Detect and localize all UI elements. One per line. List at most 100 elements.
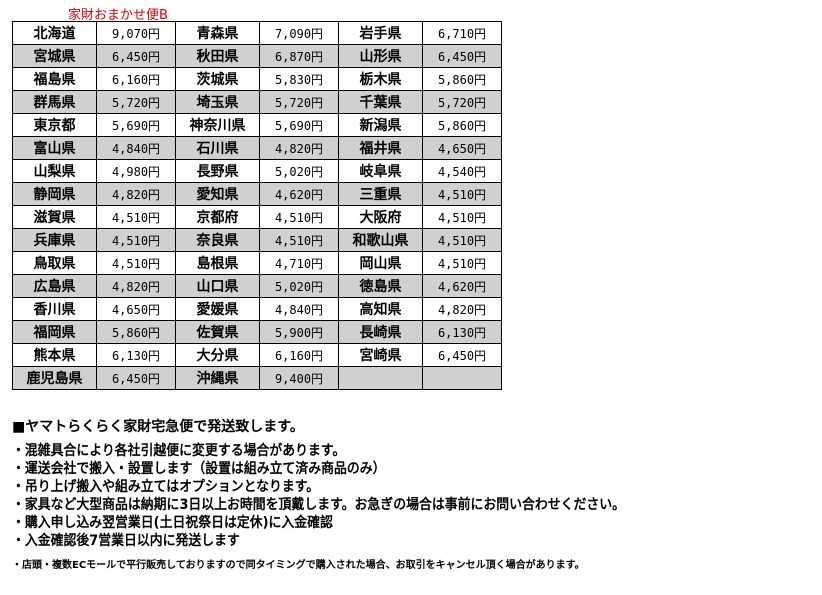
price-cell: 6,710円: [422, 21, 502, 45]
note-item: ・吊り上げ搬入や組み立てはオプションとなります。: [12, 479, 320, 495]
shipping-rate-table: 北海道 9,070円 青森県 7,090円 岩手県 6,710円 宮城県 6,450円 秋田県 6…: [12, 21, 502, 390]
prefecture-cell: 大分県: [175, 343, 260, 367]
prefecture-cell: 宮城県: [12, 44, 97, 68]
prefecture-cell: 神奈川県: [175, 113, 260, 137]
prefecture-cell: 徳島県: [338, 274, 423, 298]
note-item: ・購入申し込み翌営業日(土日祝祭日は定休)に入金確認: [12, 515, 333, 531]
prefecture-cell: 岐阜県: [338, 159, 423, 183]
prefecture-cell: 岩手県: [338, 21, 423, 45]
table-row: 宮城県 6,450円 秋田県 6,870円 山形県 6,450円: [12, 44, 502, 68]
price-cell: 6,870円: [259, 44, 339, 68]
prefecture-cell: 栃木県: [338, 67, 423, 91]
price-cell: 4,510円: [96, 228, 176, 252]
price-cell: 6,450円: [96, 366, 176, 390]
table-row: 富山県 4,840円 石川県 4,820円 福井県 4,650円: [12, 136, 502, 160]
table-row: 熊本県 6,130円 大分県 6,160円 宮崎県 6,450円: [12, 343, 502, 367]
table-row: 香川県 4,650円 愛媛県 4,840円 高知県 4,820円: [12, 297, 502, 321]
prefecture-cell: 千葉県: [338, 90, 423, 114]
prefecture-cell: 島根県: [175, 251, 260, 275]
price-cell: 4,620円: [259, 182, 339, 206]
table-row: 滋賀県 4,510円 京都府 4,510円 大阪府 4,510円: [12, 205, 502, 229]
table-row: 鳥取県 4,510円 島根県 4,710円 岡山県 4,510円: [12, 251, 502, 275]
price-cell: 5,690円: [96, 113, 176, 137]
table-row: 福島県 6,160円 茨城県 5,830円 栃木県 5,860円: [12, 67, 502, 91]
price-cell: 4,820円: [96, 182, 176, 206]
price-cell: 4,510円: [96, 251, 176, 275]
prefecture-cell: 佐賀県: [175, 320, 260, 344]
prefecture-cell: 福島県: [12, 67, 97, 91]
price-cell: 5,860円: [422, 113, 502, 137]
prefecture-cell: 熊本県: [12, 343, 97, 367]
note-item: ・家具など大型商品は納期に3日以上お時間を頂戴します。お急ぎの場合は事前にお問い…: [12, 497, 626, 513]
prefecture-cell: 東京都: [12, 113, 97, 137]
price-cell: 5,690円: [259, 113, 339, 137]
prefecture-cell: 福井県: [338, 136, 423, 160]
prefecture-cell: 秋田県: [175, 44, 260, 68]
prefecture-cell: 静岡県: [12, 182, 97, 206]
price-cell: 5,860円: [422, 67, 502, 91]
price-cell: 5,720円: [259, 90, 339, 114]
prefecture-cell: 愛媛県: [175, 297, 260, 321]
prefecture-cell: 埼玉県: [175, 90, 260, 114]
price-cell: 4,840円: [96, 136, 176, 160]
price-cell: 4,820円: [259, 136, 339, 160]
prefecture-cell: 山口県: [175, 274, 260, 298]
price-cell: 5,720円: [96, 90, 176, 114]
prefecture-cell: 宮崎県: [338, 343, 423, 367]
prefecture-cell: 山形県: [338, 44, 423, 68]
prefecture-cell: 福岡県: [12, 320, 97, 344]
prefecture-cell: [338, 366, 423, 390]
table-row: 兵庫県 4,510円 奈良県 4,510円 和歌山県 4,510円: [12, 228, 502, 252]
price-cell: 4,620円: [422, 274, 502, 298]
shipping-notes: ■ヤマトらくらく家財宅急便で発送致します。 ・混雑具合により各社引越便に変更する…: [12, 416, 678, 571]
prefecture-cell: 愛知県: [175, 182, 260, 206]
price-cell: 4,510円: [422, 182, 502, 206]
price-cell: 6,130円: [96, 343, 176, 367]
prefecture-cell: 大阪府: [338, 205, 423, 229]
prefecture-cell: 兵庫県: [12, 228, 97, 252]
price-cell: 5,830円: [259, 67, 339, 91]
prefecture-cell: 富山県: [12, 136, 97, 160]
table-row: 北海道 9,070円 青森県 7,090円 岩手県 6,710円: [12, 21, 502, 45]
prefecture-cell: 青森県: [175, 21, 260, 45]
prefecture-cell: 北海道: [12, 21, 97, 45]
prefecture-cell: 京都府: [175, 205, 260, 229]
table-row: 福岡県 5,860円 佐賀県 5,900円 長崎県 6,130円: [12, 320, 502, 344]
prefecture-cell: 長野県: [175, 159, 260, 183]
prefecture-cell: 高知県: [338, 297, 423, 321]
price-cell: 9,400円: [259, 366, 339, 390]
price-cell: 4,820円: [96, 274, 176, 298]
prefecture-cell: 鳥取県: [12, 251, 97, 275]
price-cell: 5,020円: [259, 274, 339, 298]
price-cell: 6,160円: [259, 343, 339, 367]
price-cell: 5,020円: [259, 159, 339, 183]
prefecture-cell: 長崎県: [338, 320, 423, 344]
prefecture-cell: 香川県: [12, 297, 97, 321]
table-row: 東京都 5,690円 神奈川県 5,690円 新潟県 5,860円: [12, 113, 502, 137]
price-cell: 4,650円: [422, 136, 502, 160]
price-cell: 6,450円: [96, 44, 176, 68]
price-cell: 4,710円: [259, 251, 339, 275]
prefecture-cell: 岡山県: [338, 251, 423, 275]
prefecture-cell: 新潟県: [338, 113, 423, 137]
prefecture-cell: 石川県: [175, 136, 260, 160]
price-cell: 6,130円: [422, 320, 502, 344]
table-row: 山梨県 4,980円 長野県 5,020円 岐阜県 4,540円: [12, 159, 502, 183]
prefecture-cell: 奈良県: [175, 228, 260, 252]
price-cell: 4,510円: [422, 228, 502, 252]
price-cell: 6,450円: [422, 343, 502, 367]
prefecture-cell: 三重県: [338, 182, 423, 206]
note-item: ・混雑具合により各社引越便に変更する場合があります。: [12, 443, 346, 459]
note-item: ・入金確認後7営業日以内に発送します: [12, 533, 240, 549]
prefecture-cell: 鹿児島県: [12, 366, 97, 390]
price-cell: 4,510円: [259, 205, 339, 229]
price-cell: 4,510円: [96, 205, 176, 229]
price-cell: 7,090円: [259, 21, 339, 45]
price-cell: 4,540円: [422, 159, 502, 183]
price-cell: 4,510円: [422, 251, 502, 275]
note-item: ・運送会社で搬入・設置します（設置は組み立て済み商品のみ）: [12, 461, 386, 477]
table-row: 広島県 4,820円 山口県 5,020円 徳島県 4,620円: [12, 274, 502, 298]
price-cell: 5,900円: [259, 320, 339, 344]
price-cell: 4,840円: [259, 297, 339, 321]
table-row: 群馬県 5,720円 埼玉県 5,720円 千葉県 5,720円: [12, 90, 502, 114]
